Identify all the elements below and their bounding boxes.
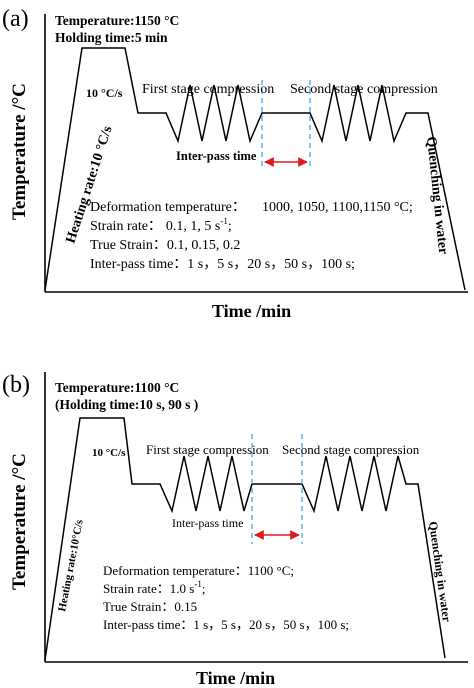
panel-a-label: (a): [2, 6, 29, 32]
panel-b-label: (b): [2, 372, 30, 398]
panel-b-interpass-times: Inter-pass time：1 s，5 s，20 s，50 s，100 s;: [103, 617, 349, 632]
panel-a-cooling-rate: 10 °C/s: [86, 86, 123, 100]
panel-b-quenching: Quenching in water: [426, 520, 454, 623]
panel-a-holding-text: Holding time:5 min: [55, 30, 168, 45]
panel-a-y-label: Temperature /°C: [9, 83, 30, 220]
panel-a-strain-rate: Strain rate： 0.1, 1, 5 s-1;: [90, 216, 232, 234]
panel-b: (b) Temperature:1100 °C (Holding time:10…: [2, 372, 468, 688]
panel-a-first-stage: First stage compression: [142, 82, 274, 97]
panel-b-x-label: Time /min: [196, 668, 275, 688]
panel-a-temperature-text: Temperature:1150 °C: [55, 13, 179, 28]
panel-b-heating-rate: Heating rate:10°C/s: [56, 518, 86, 613]
panel-b-first-stage: First stage compression: [146, 442, 269, 457]
panel-a-deformation-value: 1000, 1050, 1100,1150 °C;: [262, 200, 413, 215]
panel-b-cooling-rate: 10 °C/s: [92, 447, 126, 459]
panel-a-temperature-profile: [44, 47, 466, 291]
panel-a-interpass-times: Inter-pass time：1 s，5 s，20 s，50 s，100 s;: [90, 257, 355, 272]
panel-b-true-strain: True Strain：0.15: [103, 599, 197, 614]
panel-a-deformation-label: Deformation temperature：: [90, 200, 246, 215]
panel-b-strain-rate: Strain rate：1.0 s-1;: [103, 579, 205, 596]
panel-b-deformation: Deformation temperature：1100 °C;: [103, 563, 294, 578]
panel-b-second-stage: Second stage compression: [282, 442, 420, 457]
panel-b-holding-text: (Holding time:10 s, 90 s ): [55, 397, 198, 412]
panel-a-true-strain: True Strain：0.1, 0.15, 0.2: [90, 238, 240, 253]
panel-b-y-label: Temperature /°C: [9, 453, 30, 590]
panel-a-second-stage: Second stage compression: [290, 82, 438, 97]
panel-a-x-label: Time /min: [212, 301, 291, 321]
panel-a-interpass-label: Inter-pass time: [176, 149, 257, 163]
panel-b-interpass-label: Inter-pass time: [172, 516, 243, 530]
panel-a: (a) Temperature:1150 °C Holding time:5 m…: [2, 6, 468, 321]
panel-b-temperature-text: Temperature:1100 °C: [55, 380, 179, 395]
panel-a-quenching: Quenching in water: [423, 136, 450, 255]
